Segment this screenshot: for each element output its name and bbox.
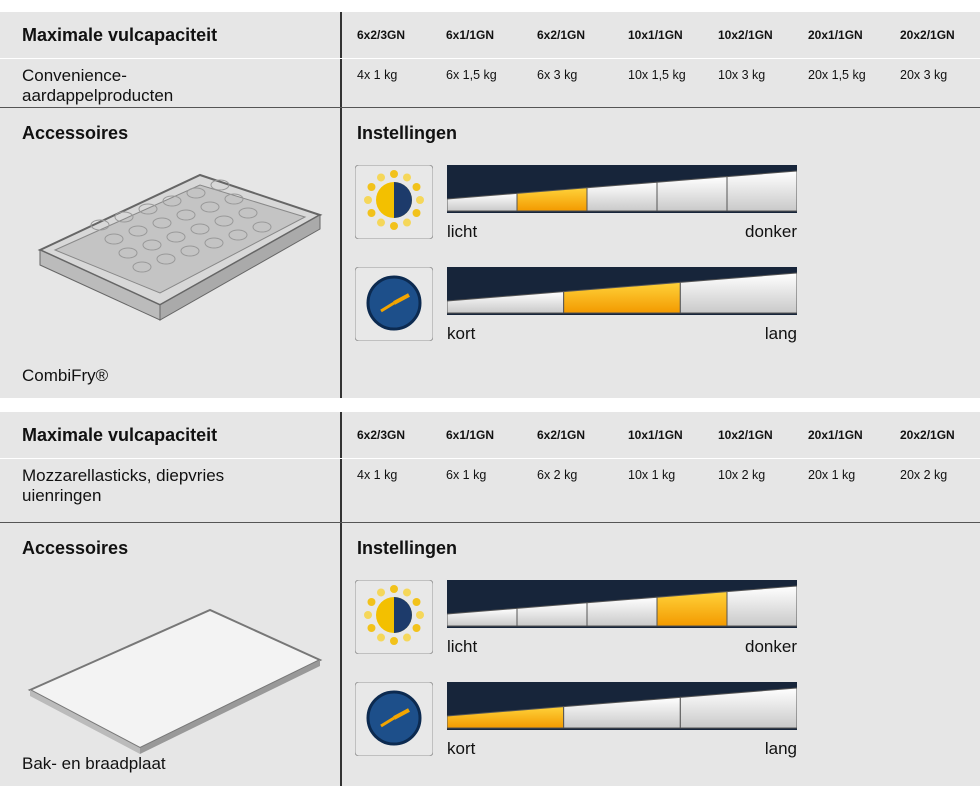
- section: Maximale vulcapaciteit Convenience-aardap…: [0, 12, 980, 398]
- accessory-item: Bak- en braadplaat: [22, 754, 166, 773]
- row-separator: [0, 107, 980, 108]
- product: Convenience-aardappelproducten: [22, 66, 174, 105]
- slider-selected: [656, 591, 728, 627]
- slider: [447, 165, 797, 213]
- slider-min-label: licht: [447, 222, 478, 241]
- column-header: 20x2/1GN: [900, 428, 955, 442]
- product: Mozzarellasticks, diepvries uienringen: [22, 466, 225, 505]
- slider: [447, 267, 797, 315]
- section: Maximale vulcapaciteit Mozzarellasticks, …: [0, 412, 980, 786]
- icon: [355, 165, 433, 239]
- settings-title: Instellingen: [357, 123, 458, 143]
- column-header: 20x1/1GN: [808, 28, 863, 42]
- slider-segment: [586, 596, 658, 627]
- column-header: 10x2/1GN: [718, 28, 773, 42]
- column-header: 6x1/1GN: [446, 428, 495, 442]
- capacity-value: 20x 1 kg: [808, 468, 856, 482]
- slider-max-label: lang: [764, 739, 797, 758]
- icon: [355, 580, 433, 654]
- capacity-title: Maximale vulcapaciteit: [22, 425, 218, 445]
- slider-max-label: lang: [764, 324, 797, 343]
- column-header: 10x2/1GN: [718, 428, 773, 442]
- column-header: 10x1/1GN: [628, 428, 683, 442]
- row-separator: [0, 458, 980, 459]
- column-header: 6x2/3GN: [357, 28, 406, 42]
- column-header: 6x2/1GN: [537, 428, 586, 442]
- slider-min-label: kort: [447, 324, 476, 343]
- row-separator: [0, 522, 980, 523]
- capacity-value: 10x 1,5 kg: [628, 68, 686, 82]
- column-header: 10x1/1GN: [628, 28, 683, 42]
- accessory-image: [27, 608, 323, 754]
- column-header: 20x1/1GN: [808, 428, 863, 442]
- slider-segment: [679, 687, 797, 729]
- capacity-value: 10x 3 kg: [718, 68, 766, 82]
- accessory-image: [37, 173, 323, 321]
- capacity-value: 20x 1,5 kg: [808, 68, 866, 82]
- accessories-title: Accessoires: [22, 123, 129, 143]
- capacity-value: 4x 1 kg: [357, 468, 398, 482]
- capacity-value: 10x 2 kg: [718, 468, 766, 482]
- slider-max-label: donker: [745, 637, 797, 656]
- capacity-value: 6x 1,5 kg: [446, 68, 497, 82]
- column-header: 6x1/1GN: [446, 28, 495, 42]
- capacity-value: 20x 3 kg: [900, 68, 948, 82]
- slider-segment: [679, 272, 797, 314]
- capacity-value: 4x 1 kg: [357, 68, 398, 82]
- slider-max-label: donker: [745, 222, 797, 241]
- icon: [355, 267, 433, 341]
- capacity-value: 20x 2 kg: [900, 468, 948, 482]
- capacity-value: 6x 2 kg: [537, 468, 578, 482]
- slider-min-label: licht: [447, 637, 478, 656]
- icon: [355, 682, 433, 756]
- slider-min-label: kort: [447, 739, 476, 758]
- column-header: 20x2/1GN: [900, 28, 955, 42]
- capacity-value: 6x 3 kg: [537, 68, 578, 82]
- divider: [340, 412, 342, 786]
- slider-segment: [586, 181, 658, 212]
- row-separator: [0, 58, 980, 59]
- divider: [340, 12, 342, 398]
- slider: [447, 682, 797, 730]
- capacity-title: Maximale vulcapaciteit: [22, 25, 218, 45]
- column-header: 6x2/1GN: [537, 28, 586, 42]
- accessories-title: Accessoires: [22, 538, 129, 558]
- slider-segment: [656, 176, 728, 212]
- settings-title: Instellingen: [357, 538, 458, 558]
- slider-segment: [726, 170, 797, 212]
- column-header: 6x2/3GN: [357, 428, 406, 442]
- capacity-value: 10x 1 kg: [628, 468, 676, 482]
- slider: [447, 580, 797, 628]
- slider-segment: [726, 585, 797, 627]
- accessory-item: CombiFry®: [22, 366, 109, 385]
- capacity-value: 6x 1 kg: [446, 468, 487, 482]
